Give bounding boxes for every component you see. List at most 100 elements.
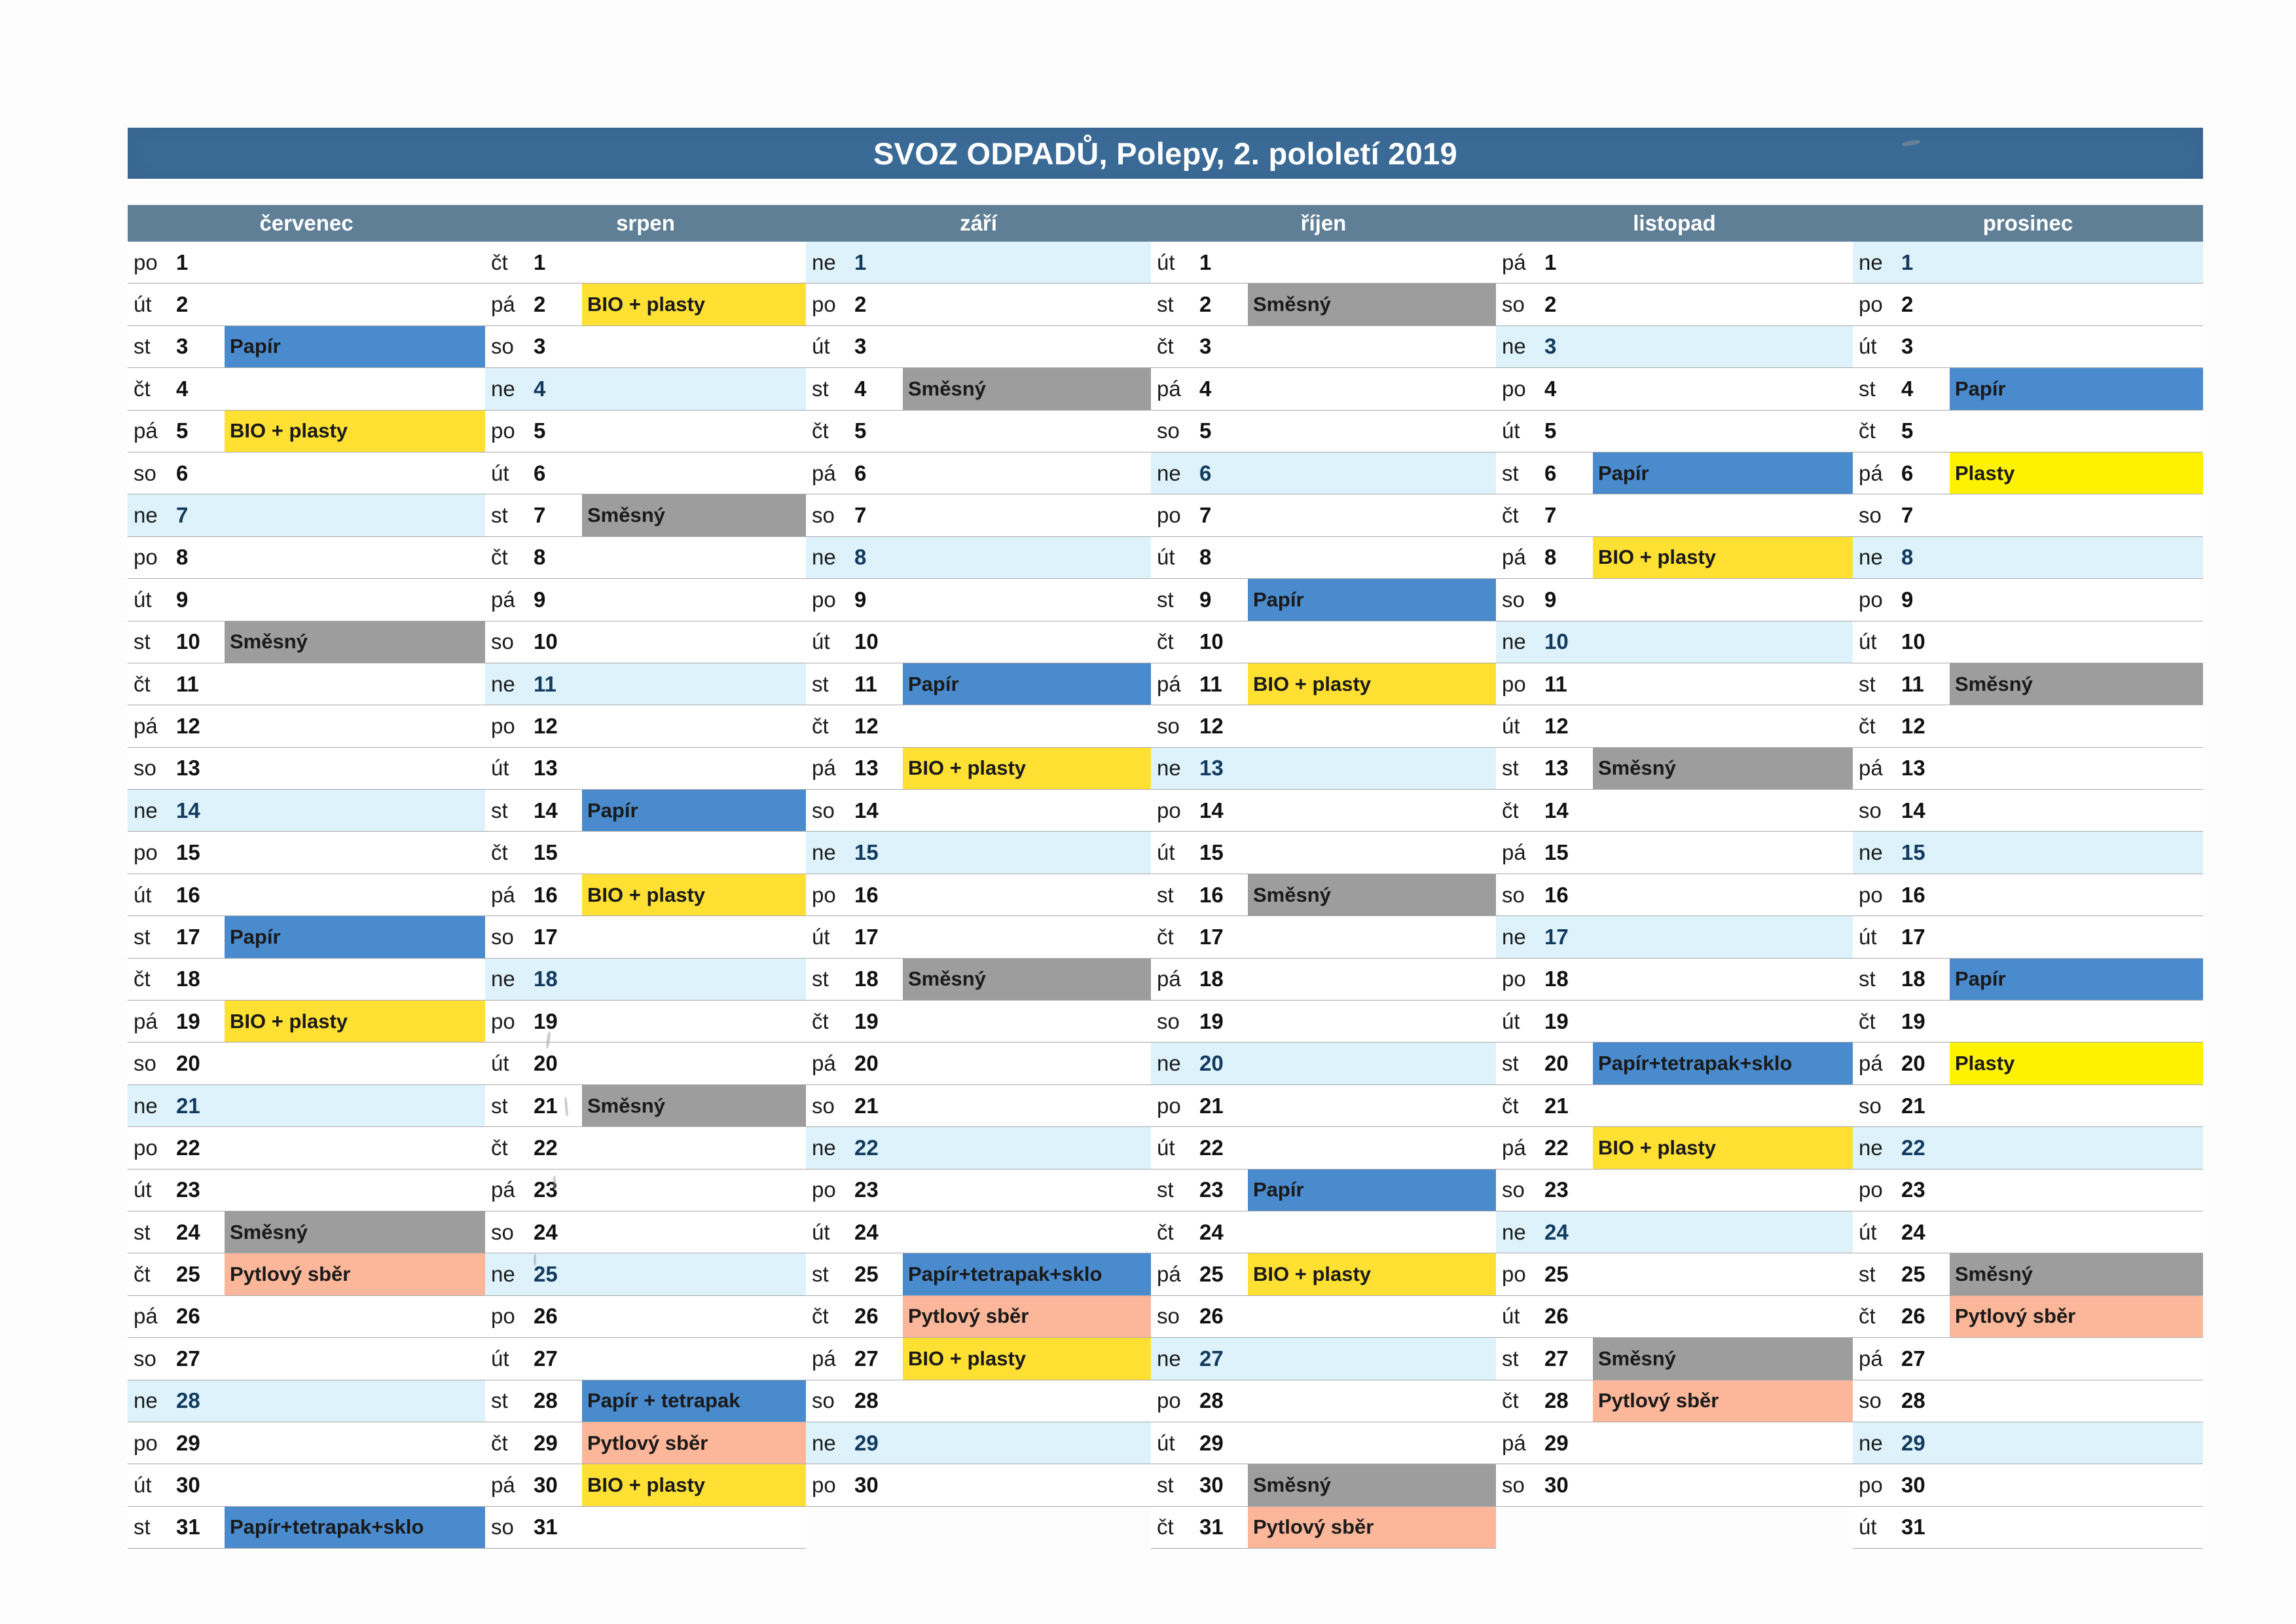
- collection-event-bio[interactable]: BIO + plasty: [1593, 1127, 1853, 1169]
- collection-event-bio[interactable]: BIO + plasty: [903, 747, 1151, 790]
- day-row[interactable]: pá 11 BIO + plasty: [1151, 663, 1496, 706]
- day-row[interactable]: so 7: [1853, 494, 2203, 537]
- collection-event-pytlovy[interactable]: Pytlový sběr: [225, 1253, 485, 1295]
- day-row[interactable]: ne 18: [485, 958, 806, 1001]
- day-row[interactable]: so 31: [485, 1506, 806, 1549]
- day-row[interactable]: út 19: [1496, 1001, 1853, 1043]
- day-row[interactable]: čt 26 Pytlový sběr: [1853, 1295, 2203, 1338]
- day-row[interactable]: so 12: [1151, 705, 1496, 748]
- collection-event-smesny[interactable]: Směsný: [225, 1211, 485, 1253]
- collection-event-bio[interactable]: BIO + plasty: [225, 410, 485, 452]
- day-row[interactable]: st 9 Papír: [1151, 579, 1496, 621]
- day-row[interactable]: čt 25 Pytlový sběr: [128, 1253, 485, 1296]
- day-row[interactable]: út 30: [128, 1464, 485, 1507]
- day-row[interactable]: čt 21: [1496, 1084, 1853, 1128]
- day-row[interactable]: ne 1: [1853, 242, 2203, 284]
- day-row[interactable]: so 16: [1496, 874, 1853, 917]
- day-row[interactable]: po 11: [1496, 663, 1853, 706]
- day-row[interactable]: čt 4: [128, 368, 485, 411]
- day-row[interactable]: čt 3: [1151, 325, 1496, 369]
- day-row[interactable]: út 10: [1853, 621, 2203, 663]
- day-row[interactable]: so 14: [1853, 790, 2203, 832]
- day-row[interactable]: pá 20: [806, 1043, 1151, 1085]
- collection-event-bio[interactable]: BIO + plasty: [582, 284, 806, 325]
- collection-event-pytlovy[interactable]: Pytlový sběr: [1950, 1295, 2203, 1338]
- day-row[interactable]: st 4 Papír: [1853, 368, 2203, 411]
- day-row[interactable]: st 31 Papír+tetrapak+sklo: [128, 1506, 485, 1549]
- collection-event-papir[interactable]: Papír+tetrapak+sklo: [1593, 1043, 1853, 1084]
- day-row[interactable]: čt 7: [1496, 494, 1853, 537]
- day-row[interactable]: ne 14: [128, 790, 485, 832]
- day-row[interactable]: ne 21: [128, 1084, 485, 1128]
- day-row[interactable]: st 16 Směsný: [1151, 874, 1496, 917]
- day-row[interactable]: čt 29 Pytlový sběr: [485, 1422, 806, 1465]
- day-row[interactable]: ne 8: [1853, 536, 2203, 580]
- day-row[interactable]: ne 29: [806, 1422, 1151, 1465]
- collection-event-smesny[interactable]: Směsný: [903, 368, 1151, 410]
- day-row[interactable]: po 23: [806, 1169, 1151, 1211]
- day-row[interactable]: pá 23: [485, 1169, 806, 1211]
- day-row[interactable]: čt 26 Pytlový sběr: [806, 1295, 1151, 1338]
- day-row[interactable]: st 30 Směsný: [1151, 1464, 1496, 1507]
- day-row[interactable]: so 7: [806, 494, 1151, 537]
- day-row[interactable]: st 14 Papír: [485, 790, 806, 832]
- day-row[interactable]: út 23: [128, 1169, 485, 1211]
- collection-event-bio[interactable]: BIO + plasty: [582, 1464, 806, 1506]
- day-row[interactable]: po 16: [806, 874, 1151, 917]
- day-row[interactable]: čt 1: [485, 242, 806, 284]
- day-row[interactable]: pá 16 BIO + plasty: [485, 874, 806, 917]
- day-row[interactable]: pá 5 BIO + plasty: [128, 410, 485, 452]
- day-row[interactable]: út 24: [806, 1211, 1151, 1254]
- collection-event-smesny[interactable]: Směsný: [582, 494, 806, 536]
- collection-event-smesny[interactable]: Směsný: [1950, 1253, 2203, 1295]
- collection-event-pytlovy[interactable]: Pytlový sběr: [903, 1295, 1151, 1338]
- day-row[interactable]: út 12: [1496, 705, 1853, 748]
- day-row[interactable]: st 2 Směsný: [1151, 284, 1496, 326]
- day-row[interactable]: so 6: [128, 452, 485, 495]
- day-row[interactable]: so 28: [1853, 1380, 2203, 1422]
- collection-event-plasty[interactable]: Plasty: [1950, 452, 2203, 494]
- day-row[interactable]: ne 13: [1151, 747, 1496, 790]
- collection-event-pytlovy[interactable]: Pytlový sběr: [582, 1422, 806, 1464]
- day-row[interactable]: so 20: [128, 1043, 485, 1085]
- day-row[interactable]: pá 22 BIO + plasty: [1496, 1127, 1853, 1170]
- day-row[interactable]: čt 10: [1151, 621, 1496, 663]
- day-row[interactable]: ne 27: [1151, 1338, 1496, 1380]
- day-row[interactable]: út 1: [1151, 242, 1496, 284]
- day-row[interactable]: ne 11: [485, 663, 806, 706]
- day-row[interactable]: út 20: [485, 1043, 806, 1085]
- day-row[interactable]: čt 5: [1853, 410, 2203, 452]
- day-row[interactable]: po 30: [806, 1464, 1151, 1507]
- day-row[interactable]: ne 22: [806, 1127, 1151, 1170]
- day-row[interactable]: st 6 Papír: [1496, 452, 1853, 495]
- day-row[interactable]: čt 24: [1151, 1211, 1496, 1254]
- collection-event-papir[interactable]: Papír: [903, 663, 1151, 705]
- day-row[interactable]: po 1: [128, 242, 485, 284]
- day-row[interactable]: pá 9: [485, 579, 806, 621]
- day-row[interactable]: st 18 Směsný: [806, 958, 1151, 1001]
- collection-event-bio[interactable]: BIO + plasty: [1593, 536, 1853, 579]
- day-row[interactable]: pá 30 BIO + plasty: [485, 1464, 806, 1507]
- collection-event-plasty[interactable]: Plasty: [1950, 1043, 2203, 1084]
- day-row[interactable]: po 19: [485, 1001, 806, 1043]
- day-row[interactable]: so 23: [1496, 1169, 1853, 1211]
- collection-event-bio[interactable]: BIO + plasty: [225, 1001, 485, 1043]
- day-row[interactable]: ne 29: [1853, 1422, 2203, 1465]
- day-row[interactable]: út 8: [1151, 536, 1496, 580]
- day-row[interactable]: pá 4: [1151, 368, 1496, 411]
- day-row[interactable]: po 9: [806, 579, 1151, 621]
- day-row[interactable]: čt 19: [1853, 1001, 2203, 1043]
- day-row[interactable]: út 13: [485, 747, 806, 790]
- day-row[interactable]: ne 22: [1853, 1127, 2203, 1170]
- collection-event-smesny[interactable]: Směsný: [582, 1084, 806, 1127]
- day-row[interactable]: so 9: [1496, 579, 1853, 621]
- day-row[interactable]: st 21 Směsný: [485, 1084, 806, 1128]
- day-row[interactable]: so 3: [485, 325, 806, 369]
- day-row[interactable]: ne 20: [1151, 1043, 1496, 1085]
- day-row[interactable]: ne 8: [806, 536, 1151, 580]
- collection-event-bio[interactable]: BIO + plasty: [1248, 1253, 1496, 1295]
- collection-event-bio[interactable]: BIO + plasty: [903, 1338, 1151, 1380]
- day-row[interactable]: út 31: [1853, 1506, 2203, 1549]
- collection-event-papir[interactable]: Papír: [582, 790, 806, 832]
- day-row[interactable]: so 28: [806, 1380, 1151, 1422]
